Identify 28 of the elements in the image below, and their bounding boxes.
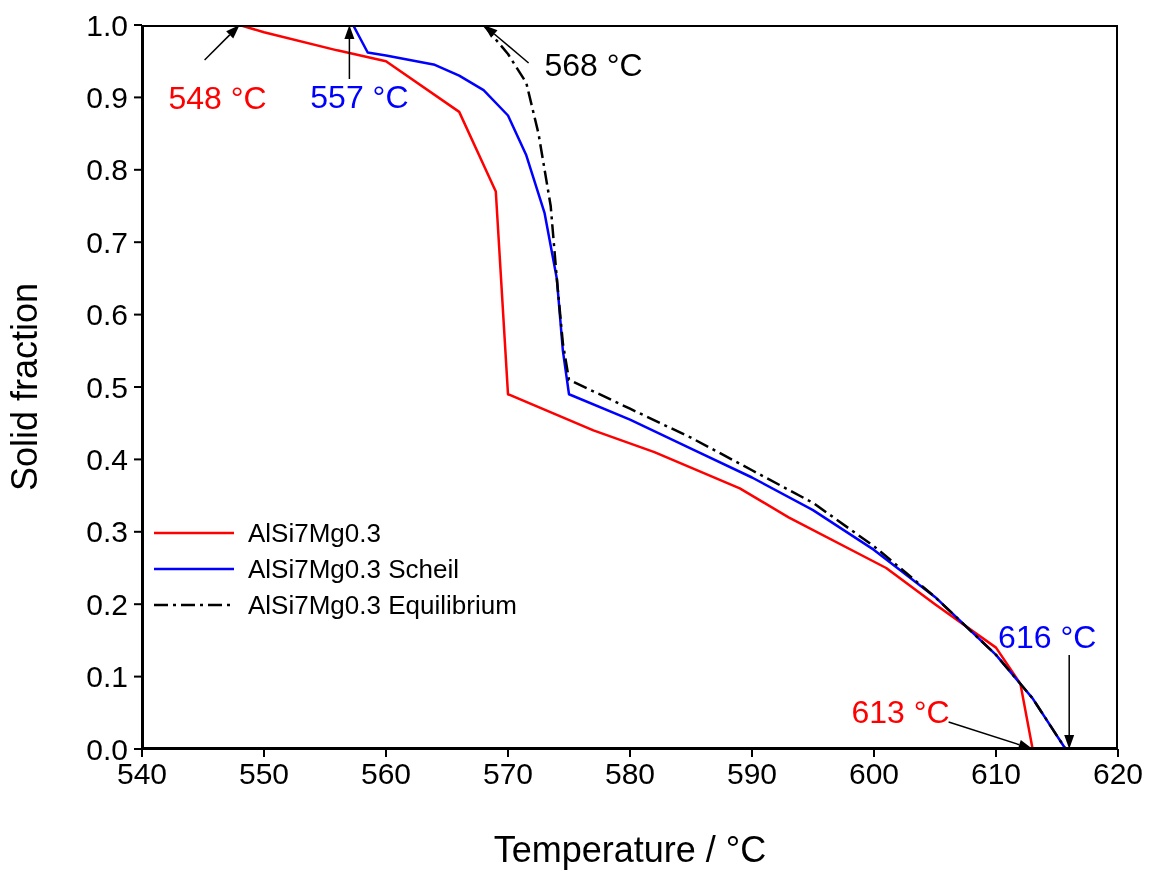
y-tick-label: 0.8 bbox=[86, 153, 128, 187]
y-tick-label: 0.2 bbox=[86, 587, 128, 621]
annotation: 557 °C bbox=[310, 79, 409, 115]
y-axis-title: Solid fraction bbox=[3, 282, 45, 492]
x-tick-label: 610 bbox=[970, 757, 1022, 791]
y-tick-label: 0.7 bbox=[86, 225, 128, 259]
y-tick-label: 0.4 bbox=[86, 443, 128, 477]
legend-label: AlSi7Mg0.3 Scheil bbox=[248, 553, 459, 586]
x-tick-label: 570 bbox=[482, 757, 534, 791]
y-tick-label: 1.0 bbox=[86, 8, 128, 42]
x-axis-title: Temperature / °C bbox=[493, 829, 767, 870]
x-tick-label: 580 bbox=[604, 757, 656, 791]
y-tick-label: 0.3 bbox=[86, 515, 128, 549]
legend-label: AlSi7Mg0.3 bbox=[248, 517, 381, 550]
y-tick-label: 0.9 bbox=[86, 81, 128, 115]
legend-label: AlSi7Mg0.3 Equilibrium bbox=[248, 589, 517, 622]
annotation: 613 °C bbox=[851, 694, 950, 730]
y-tick-label: 0.6 bbox=[86, 298, 128, 332]
annotation: 568 °C bbox=[544, 47, 643, 83]
x-tick-label: 590 bbox=[726, 757, 778, 791]
annotation: 616 °C bbox=[998, 619, 1097, 655]
y-tick-label: 0.1 bbox=[86, 660, 128, 694]
x-tick-label: 620 bbox=[1092, 757, 1144, 791]
y-tick-label: 0.5 bbox=[86, 370, 128, 404]
x-tick-label: 550 bbox=[238, 757, 290, 791]
x-tick-label: 600 bbox=[848, 757, 900, 791]
annotation: 548 °C bbox=[168, 80, 267, 116]
x-tick-label: 560 bbox=[360, 757, 412, 791]
